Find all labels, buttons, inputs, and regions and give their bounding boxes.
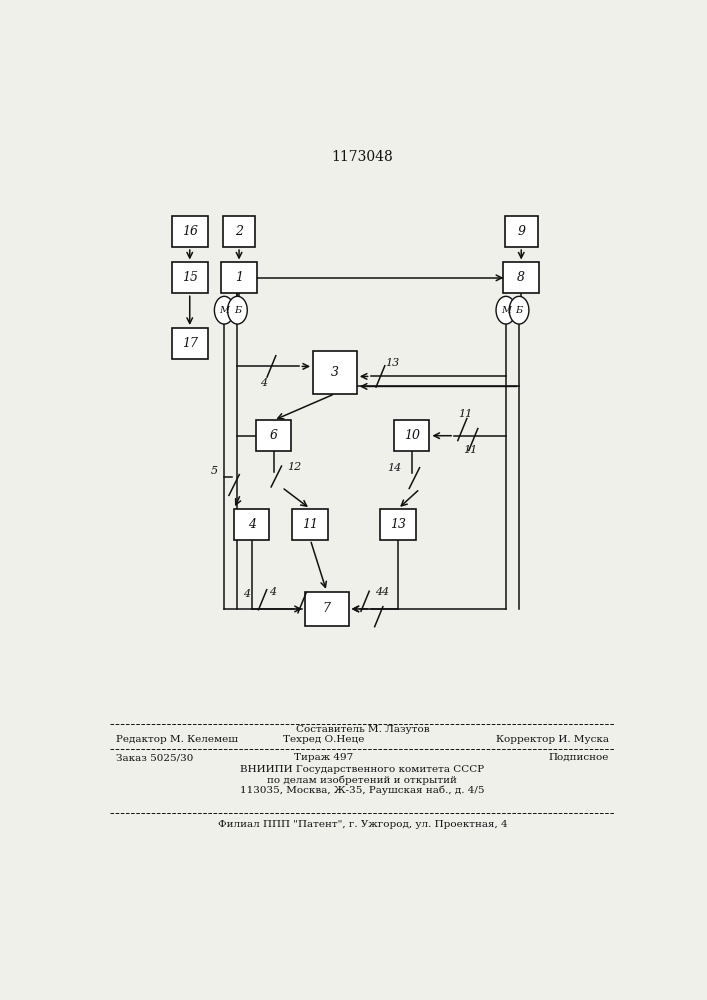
Bar [234,509,269,540]
Text: 1: 1 [235,271,243,284]
Bar [505,216,538,247]
Bar [293,509,328,540]
Text: 14: 14 [387,463,402,473]
Text: 16: 16 [182,225,198,238]
Text: 15: 15 [182,271,198,284]
Bar [394,420,429,451]
Text: 12: 12 [287,462,301,472]
Text: 8: 8 [518,271,525,284]
Text: по делам изобретений и открытий: по делам изобретений и открытий [267,775,457,785]
Bar [172,262,208,293]
Text: 11: 11 [458,409,472,419]
Text: 4: 4 [269,587,276,597]
Text: 13: 13 [390,518,406,531]
Text: 11: 11 [463,445,478,455]
Bar [172,216,208,247]
Text: Корректор И. Муска: Корректор И. Муска [496,735,609,744]
Text: 7: 7 [322,602,331,615]
Bar [223,216,255,247]
Text: Тираж 497: Тираж 497 [294,753,354,762]
Text: 4: 4 [243,589,250,599]
Circle shape [214,296,234,324]
Text: Техред О.Неце: Техред О.Неце [284,735,365,744]
Text: 2: 2 [235,225,243,238]
Bar [380,509,416,540]
Text: 1173048: 1173048 [332,150,393,164]
Bar [313,351,357,394]
Text: Заказ 5025/30: Заказ 5025/30 [116,753,193,762]
Text: Б: Б [234,306,241,315]
Bar [221,262,257,293]
Bar [305,592,349,626]
Text: 5: 5 [211,466,218,476]
Bar [172,328,208,359]
Text: 4: 4 [375,587,382,597]
Circle shape [496,296,516,324]
Circle shape [509,296,529,324]
Text: Редактор М. Келемеш: Редактор М. Келемеш [116,735,238,744]
Text: Составитель М. Лазутов: Составитель М. Лазутов [296,725,429,734]
Circle shape [228,296,247,324]
Text: 17: 17 [182,337,198,350]
Text: 4: 4 [260,378,267,388]
Text: 4: 4 [247,518,256,531]
Text: 10: 10 [404,429,420,442]
Text: 6: 6 [269,429,278,442]
Text: 9: 9 [518,225,525,238]
Text: М: М [219,306,229,315]
Text: 4: 4 [380,587,388,597]
Text: М: М [501,306,511,315]
Text: Подписное: Подписное [549,753,609,762]
Text: 13: 13 [385,358,399,368]
Bar [503,262,539,293]
Text: Филиал ППП "Патент", г. Ужгород, ул. Проектная, 4: Филиал ППП "Патент", г. Ужгород, ул. Про… [218,820,507,829]
Text: 3: 3 [331,366,339,379]
Bar [256,420,291,451]
Text: 113035, Москва, Ж-35, Раушская наб., д. 4/5: 113035, Москва, Ж-35, Раушская наб., д. … [240,785,484,795]
Text: Б: Б [515,306,522,315]
Text: 11: 11 [303,518,318,531]
Text: ВНИИПИ Государственного комитета СССР: ВНИИПИ Государственного комитета СССР [240,765,484,774]
